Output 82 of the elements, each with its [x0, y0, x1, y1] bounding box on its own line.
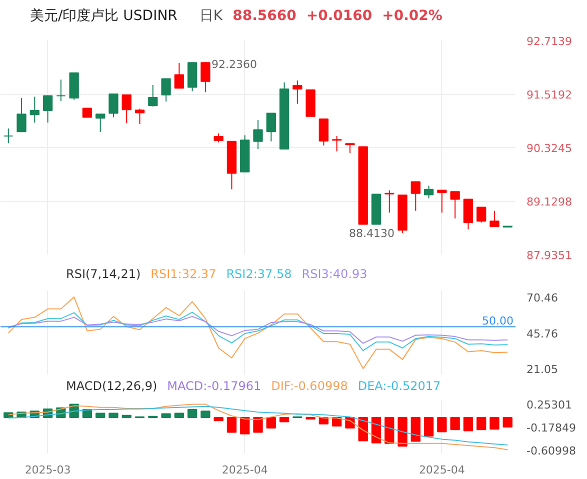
chart-title: RSI(7,14,21) [66, 267, 141, 281]
y-tick-label: 87.9351 [526, 249, 572, 262]
bar [122, 414, 132, 418]
candlestick [161, 78, 171, 102]
text: +0.0160 [306, 8, 372, 24]
bar [463, 416, 474, 432]
candlestick [410, 181, 420, 212]
candlestick [134, 108, 145, 124]
candlestick [332, 136, 342, 152]
y-tick-label: -0.17849 [526, 421, 576, 434]
candlestick [345, 143, 355, 154]
bar [187, 409, 198, 418]
candlestick [318, 118, 329, 146]
candlestick [30, 96, 40, 124]
bar [226, 416, 237, 433]
bar [240, 416, 250, 434]
bar [424, 416, 434, 437]
series-label: DIF:-0.60998 [271, 379, 348, 393]
candlestick [463, 198, 474, 230]
text: MACD:-0.17961 [167, 379, 262, 393]
text: RSI2:37.58 [226, 267, 292, 281]
bar [4, 412, 14, 418]
bar [490, 416, 500, 430]
annotation: 88.4130 [349, 227, 395, 240]
candlestick [16, 97, 26, 133]
y-tick-label: 91.5192 [526, 88, 572, 102]
candlestick [450, 191, 460, 219]
bar [398, 416, 408, 447]
y-tick-label: 90.3245 [526, 142, 572, 155]
bar [437, 416, 447, 432]
text: DEA:-0.52017 [358, 379, 441, 393]
y-tick-label: 92.7139 [526, 35, 572, 48]
bar [279, 416, 290, 422]
text: RSI3:40.93 [302, 267, 368, 281]
candlestick [108, 93, 118, 118]
y-tick-label: 89.1298 [526, 196, 572, 208]
x-tick-label: 2025-04 [418, 464, 465, 476]
bar [384, 416, 394, 444]
ref-line-label: 50.00 [482, 314, 514, 328]
candlestick [56, 79, 66, 102]
bar [476, 416, 486, 430]
text: 日K [199, 8, 223, 24]
candlestick [174, 62, 184, 89]
bar [266, 416, 276, 429]
candlestick [292, 80, 302, 104]
text: 88.5660 [232, 8, 296, 24]
annotation: 92.2360 [211, 58, 257, 71]
candlestick [148, 84, 158, 108]
candlestick [42, 94, 53, 124]
y-tick-label: 0.25301 [526, 398, 572, 412]
y-tick-label: 70.46 [526, 292, 558, 305]
candlestick [122, 94, 132, 124]
bar [450, 416, 460, 430]
bar [200, 410, 210, 418]
bar [502, 416, 512, 428]
candlestick [96, 114, 106, 133]
candlestick [4, 128, 14, 144]
candlestick [476, 206, 486, 223]
bar [410, 416, 420, 442]
candlestick [384, 190, 394, 214]
chart-title: 美元/印度卢比 USDINR [30, 8, 178, 24]
candlestick [424, 185, 434, 199]
x-tick-label: 2025-04 [222, 464, 268, 476]
bar [214, 416, 224, 422]
candlestick [266, 112, 276, 142]
candlestick [200, 61, 210, 93]
y-tick-label: 45.76 [526, 327, 558, 340]
candlestick [253, 119, 263, 150]
bar [371, 416, 382, 444]
bar [174, 412, 184, 418]
bar [161, 413, 171, 418]
bar [108, 412, 118, 418]
chart-title: MACD(12,26,9) [66, 379, 158, 393]
y-tick-label: 21.05 [526, 363, 558, 376]
text: RSI1:32.37 [150, 267, 216, 281]
bar [253, 416, 263, 433]
x-tick-label: 2025-03 [24, 464, 71, 476]
bar [96, 412, 106, 418]
text: +0.02% [382, 8, 442, 24]
candlestick [437, 190, 447, 214]
y-tick-label: -0.60998 [526, 444, 576, 458]
candlestick [490, 210, 500, 228]
